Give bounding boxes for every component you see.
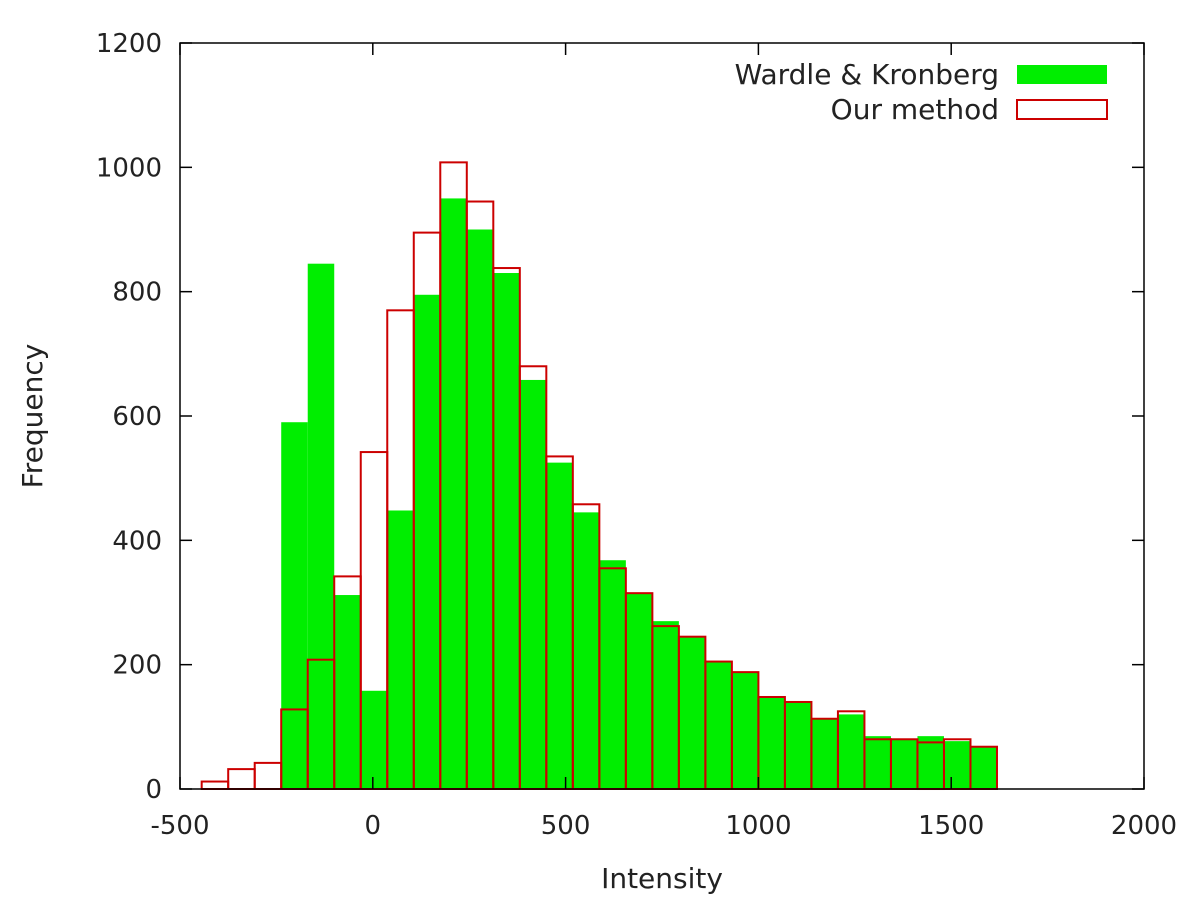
wardle-kronberg-bar [519,379,547,789]
wardle-kronberg-bar [572,512,600,789]
wardle-kronberg-bar [890,739,918,789]
legend: Wardle & Kronberg Our method [735,58,1108,126]
legend-label-wardle-kronberg: Wardle & Kronberg [735,58,999,91]
wardle-kronberg-bar [334,595,361,789]
wardle-kronberg-bar [943,741,971,789]
legend-swatch-wardle-kronberg [1017,65,1107,84]
y-tick-label: 400 [112,526,162,556]
wardle-kronberg-bar [784,701,812,789]
wardle-kronberg-bar [811,718,838,789]
wardle-kronberg-bar [360,690,388,789]
wardle-kronberg-bar [440,198,467,790]
wardle-kronberg-bar [466,229,494,789]
axis-tick-labels: -500 0 500 1000 1500 2000 0 200 400 600 800 1000 120… [96,29,1177,841]
x-tick-label: 0 [365,811,382,841]
wardle-kronberg-bar [758,696,785,789]
y-tick-label: 0 [145,775,162,805]
y-tick-label: 200 [112,651,162,681]
wardle-kronberg-bar [413,294,441,789]
wardle-kronberg-bars [281,198,997,790]
wardle-kronberg-bar [493,273,520,789]
legend-swatch-our-method [1016,99,1108,120]
our-method-bar [227,768,256,790]
y-tick-label: 1000 [96,153,162,183]
y-tick-label: 600 [112,402,162,432]
axis-ticks [179,42,1145,790]
wardle-kronberg-bar [837,714,865,789]
x-axis-title: Intensity [601,862,723,895]
wardle-kronberg-bar [652,621,679,789]
our-method-bar [253,761,283,791]
x-tick-label: 1000 [725,811,791,841]
y-tick-label: 1200 [96,29,162,59]
wardle-kronberg-bar [864,736,891,789]
wardle-kronberg-bar [599,560,626,789]
wardle-kronberg-bar [625,593,653,789]
x-tick-label: 2000 [1111,811,1177,841]
wardle-kronberg-bar [970,746,997,789]
x-tick-label: 500 [541,811,591,841]
x-tick-label: -500 [150,811,209,841]
wardle-kronberg-bar [387,510,414,789]
wardle-kronberg-bar [705,661,732,789]
y-tick-label: 800 [112,278,162,308]
legend-label-our-method: Our method [831,93,999,126]
y-axis-title: Frequency [16,344,49,489]
our-method-bar [200,780,230,790]
wardle-kronberg-bar [917,736,944,789]
wardle-kronberg-bar [731,672,759,789]
wardle-kronberg-bar [546,462,573,790]
wardle-kronberg-bar [307,263,335,789]
x-tick-label: 1500 [918,811,984,841]
wardle-kronberg-bar [678,636,706,789]
wardle-kronberg-bar [281,422,308,789]
